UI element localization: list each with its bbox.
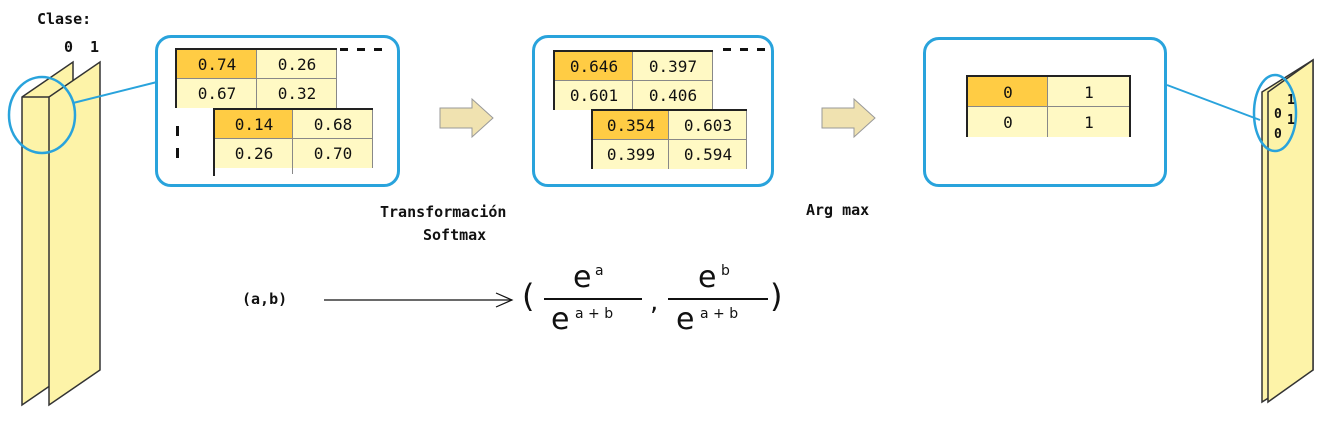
formula-comma: , [650, 287, 659, 317]
arrow-right-icon [821, 97, 876, 139]
output-value: 1 [1287, 113, 1295, 128]
formula-base-den-a: e [551, 302, 570, 337]
arrow-right-icon [439, 97, 494, 139]
table-cell: 1 [1048, 77, 1130, 107]
formula-den-a: a + b [575, 306, 614, 322]
output-value: 0 [1274, 107, 1282, 122]
table-cell: 1 [1048, 107, 1130, 137]
formula-base-a: e [573, 260, 592, 295]
softmax-label-line2: Softmax [423, 226, 487, 244]
formula-den-b: a + b [700, 306, 739, 322]
table-cell: 0.399 [593, 140, 669, 169]
input-connector-line [72, 81, 158, 104]
table-cell: 0.70 [293, 139, 373, 168]
softmax-label-line1: Transformación [380, 203, 507, 221]
input-layer-1 [48, 60, 101, 407]
output-connector-line [1166, 84, 1261, 121]
input-zoom-circle [7, 75, 77, 155]
table-cell: 0.354 [593, 111, 669, 140]
output-value: 0 [1274, 127, 1282, 142]
formula-open-paren: ( [522, 277, 535, 315]
table-cell: 0.594 [669, 140, 747, 169]
table-cell: 0.406 [633, 81, 713, 110]
table-cell: 0.67 [177, 79, 257, 108]
table-cell: 0.603 [669, 111, 747, 140]
formula-num-b: b [721, 263, 730, 279]
output-layers [1166, 58, 1314, 404]
class-index-1: 1 [90, 38, 100, 56]
table-cell: 0.32 [257, 79, 337, 108]
formula-base-b: e [698, 260, 717, 295]
fraction-bar-a [544, 298, 642, 300]
output-value: 1 [1287, 93, 1295, 108]
table-cell: 0 [968, 77, 1048, 107]
table-cell: 0 [968, 107, 1048, 137]
class-index-0: 0 [64, 38, 74, 56]
class-label: Clase: [37, 10, 92, 28]
fraction-bar-b [668, 298, 768, 300]
formula-base-den-b: e [676, 302, 695, 337]
argmax-label: Arg max [806, 201, 870, 219]
output-layer-front [1267, 58, 1314, 404]
formula-num-a: a [595, 263, 604, 279]
table-cell: 0.601 [555, 81, 633, 110]
formula-arrow-icon [324, 292, 514, 308]
formula-input: (a,b) [242, 290, 288, 308]
input-layers [7, 60, 158, 407]
output-zoom-circle [1252, 73, 1298, 153]
table-cell: 0.68 [293, 110, 373, 139]
formula-close-paren: ) [770, 277, 783, 315]
table-cell: 0.646 [555, 52, 633, 81]
table-cell: 0.14 [215, 110, 293, 139]
table-cell: 0.26 [215, 139, 293, 168]
table-cell: 0.26 [257, 50, 337, 79]
table-cell: 0.397 [633, 52, 713, 81]
table-cell: 0.74 [177, 50, 257, 79]
